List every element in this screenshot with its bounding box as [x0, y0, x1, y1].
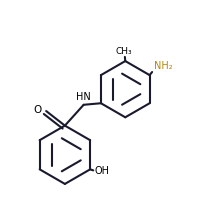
Text: NH₂: NH₂	[154, 61, 172, 71]
Text: HN: HN	[76, 92, 91, 102]
Text: O: O	[34, 105, 42, 115]
Text: CH₃: CH₃	[116, 47, 133, 56]
Text: OH: OH	[94, 166, 109, 176]
